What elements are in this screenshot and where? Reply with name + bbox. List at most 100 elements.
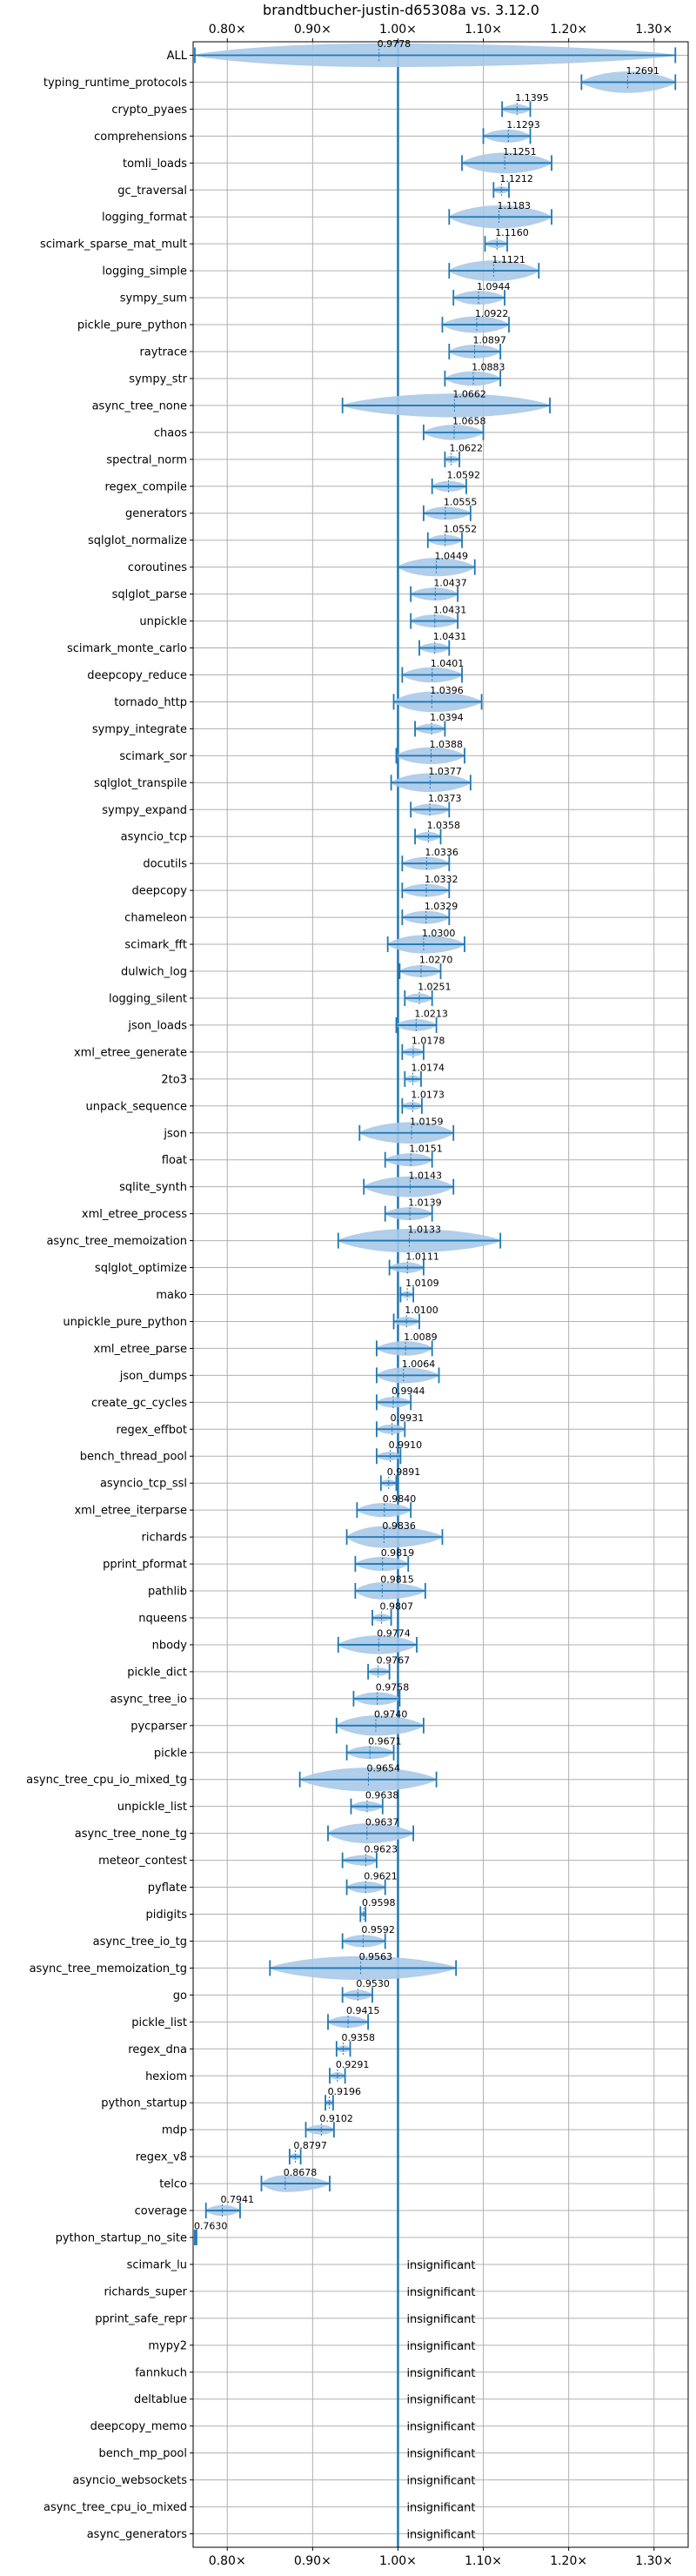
median-value-label: 0.9840: [383, 1493, 417, 1505]
y-tick-label: chaos: [154, 426, 187, 439]
axis-layer: 0.80× 0.80× 0.90× 0.90× 1.00× 1.00× 1.10× 1.10×…: [26, 23, 673, 2568]
median-value-label: 1.0329: [425, 901, 458, 912]
median-value-label: 0.8678: [284, 2167, 318, 2178]
x-tick-label-top: 0.80×: [209, 23, 246, 37]
y-tick-label: xml_etree_iterparse: [74, 1505, 187, 1518]
median-value-label: 1.0270: [419, 955, 453, 966]
y-tick-label: async_generators: [87, 2528, 188, 2541]
median-value-label: 1.0213: [414, 1009, 448, 1020]
median-value-label: 1.1212: [499, 173, 533, 184]
x-tick-label-bottom: 1.10×: [465, 2554, 502, 2568]
y-tick-label: regex_dna: [128, 2043, 187, 2056]
y-tick-label: pickle_pure_python: [77, 319, 187, 332]
y-tick-label: pickle_dict: [127, 1666, 187, 1679]
median-value-label: 1.0662: [452, 389, 486, 400]
y-tick-label: python_startup_no_site: [56, 2231, 187, 2244]
marks-layer: 0.9778 1.2691 1.1395 1.1293 1.1251 1.1212 1.11…: [194, 38, 677, 2547]
median-value-label: 0.9836: [382, 1520, 416, 1532]
y-tick-label: sympy_expand: [102, 804, 187, 817]
median-value-label: 1.0139: [408, 1197, 442, 1208]
y-tick-label: sympy_sum: [120, 292, 187, 305]
median-value-label: 1.1183: [498, 200, 532, 211]
insignificant-label: insignificant: [406, 2502, 475, 2515]
median-value-label: 1.0431: [433, 604, 466, 615]
median-value-label: 0.9563: [359, 1951, 393, 1962]
median-value-label: 1.0394: [430, 712, 464, 723]
y-tick-label: scimark_sor: [119, 750, 187, 763]
median-value-label: 1.0396: [430, 685, 464, 696]
y-tick-label: pidigits: [146, 1909, 188, 1922]
insignificant-label: insignificant: [406, 2421, 475, 2434]
x-tick-label-bottom: 0.90×: [294, 2554, 331, 2568]
y-tick-label: nqueens: [138, 1612, 187, 1625]
y-tick-label: scimark_monte_carlo: [67, 642, 187, 655]
median-value-label: 0.9815: [380, 1574, 414, 1586]
y-tick-label: mako: [156, 1289, 187, 1302]
median-value-label: 0.9102: [319, 2113, 353, 2124]
y-tick-label: unpickle_pure_python: [63, 1316, 187, 1329]
y-tick-label: create_gc_cycles: [91, 1397, 187, 1410]
y-tick-label: unpickle: [139, 615, 187, 628]
y-tick-label: regex_v8: [136, 2151, 187, 2164]
median-value-label: 1.0552: [444, 523, 478, 534]
median-value-label: 0.9778: [378, 38, 412, 50]
y-tick-label: deepcopy_memo: [90, 2420, 187, 2433]
median-value-label: 1.0897: [472, 335, 506, 346]
y-tick-label: raytrace: [139, 346, 187, 359]
y-tick-label: logging_silent: [109, 992, 187, 1005]
x-tick-label-bottom: 1.30×: [635, 2554, 673, 2568]
insignificant-label: insignificant: [406, 2340, 475, 2353]
x-tick-label-top: 1.00×: [379, 23, 417, 37]
y-tick-label: spectral_norm: [106, 453, 187, 466]
median-value-label: 0.9819: [381, 1547, 415, 1559]
y-tick-label: coverage: [135, 2205, 187, 2218]
insignificant-label: insignificant: [406, 2475, 475, 2488]
y-tick-label: comprehensions: [94, 131, 187, 144]
median-value-label: 1.0143: [408, 1170, 442, 1181]
plot-frame: [192, 41, 689, 2548]
y-tick-label: scimark_lu: [127, 2258, 187, 2271]
median-value-label: 1.2691: [626, 65, 659, 77]
median-value-label: 0.9944: [392, 1385, 425, 1397]
y-tick-label: pprint_safe_repr: [95, 2312, 187, 2325]
y-tick-label: pickle: [154, 1747, 187, 1760]
median-value-label: 1.0401: [431, 658, 464, 669]
median-value-label: 1.0336: [425, 847, 458, 858]
x-tick-label-top: 0.90×: [294, 23, 331, 37]
median-value-label: 1.0431: [433, 631, 466, 642]
median-value-label: 1.0133: [407, 1224, 441, 1235]
median-value-label: 0.9740: [374, 1709, 408, 1721]
median-value-label: 1.0388: [430, 739, 464, 750]
y-tick-label: pycparser: [130, 1720, 187, 1733]
y-tick-label: dulwich_log: [121, 966, 187, 979]
y-tick-label: sqlglot_normalize: [88, 534, 187, 547]
median-value-label: 0.9592: [361, 1924, 395, 1935]
y-tick-label: deltablue: [134, 2393, 187, 2406]
insignificant-label: insignificant: [406, 2367, 475, 2380]
median-value-label: 0.9910: [389, 1439, 423, 1451]
y-tick-label: sqlglot_parse: [112, 588, 187, 601]
y-tick-label: sqlglot_optimize: [95, 1262, 187, 1275]
y-tick-label: asyncio_websockets: [72, 2474, 187, 2487]
x-tick-label-bottom: 1.00×: [379, 2554, 417, 2568]
grid-layer: [193, 42, 688, 2547]
y-tick-label: go: [173, 1989, 187, 2002]
y-tick-label: pyflate: [148, 1882, 187, 1895]
median-value-label: 1.0592: [447, 470, 481, 481]
median-value-label: 1.1251: [503, 146, 537, 158]
insignificant-label: insignificant: [406, 2448, 475, 2461]
median-value-label: 1.0173: [411, 1090, 445, 1101]
x-tick-label-top: 1.30×: [635, 23, 673, 37]
y-tick-label: hexiom: [145, 2070, 187, 2083]
y-tick-label: logging_format: [102, 211, 187, 225]
median-value-label: 0.9767: [377, 1655, 411, 1667]
median-value-label: 0.9637: [365, 1816, 399, 1828]
y-tick-label: typing_runtime_protocols: [44, 77, 187, 90]
insignificant-label: insignificant: [406, 2313, 475, 2326]
y-tick-label: deepcopy_reduce: [87, 669, 187, 682]
median-value-label: 1.0922: [475, 308, 509, 319]
y-tick-label: 2to3: [161, 1073, 187, 1086]
y-tick-label: asyncio_tcp: [121, 831, 187, 844]
y-tick-label: generators: [125, 507, 187, 520]
